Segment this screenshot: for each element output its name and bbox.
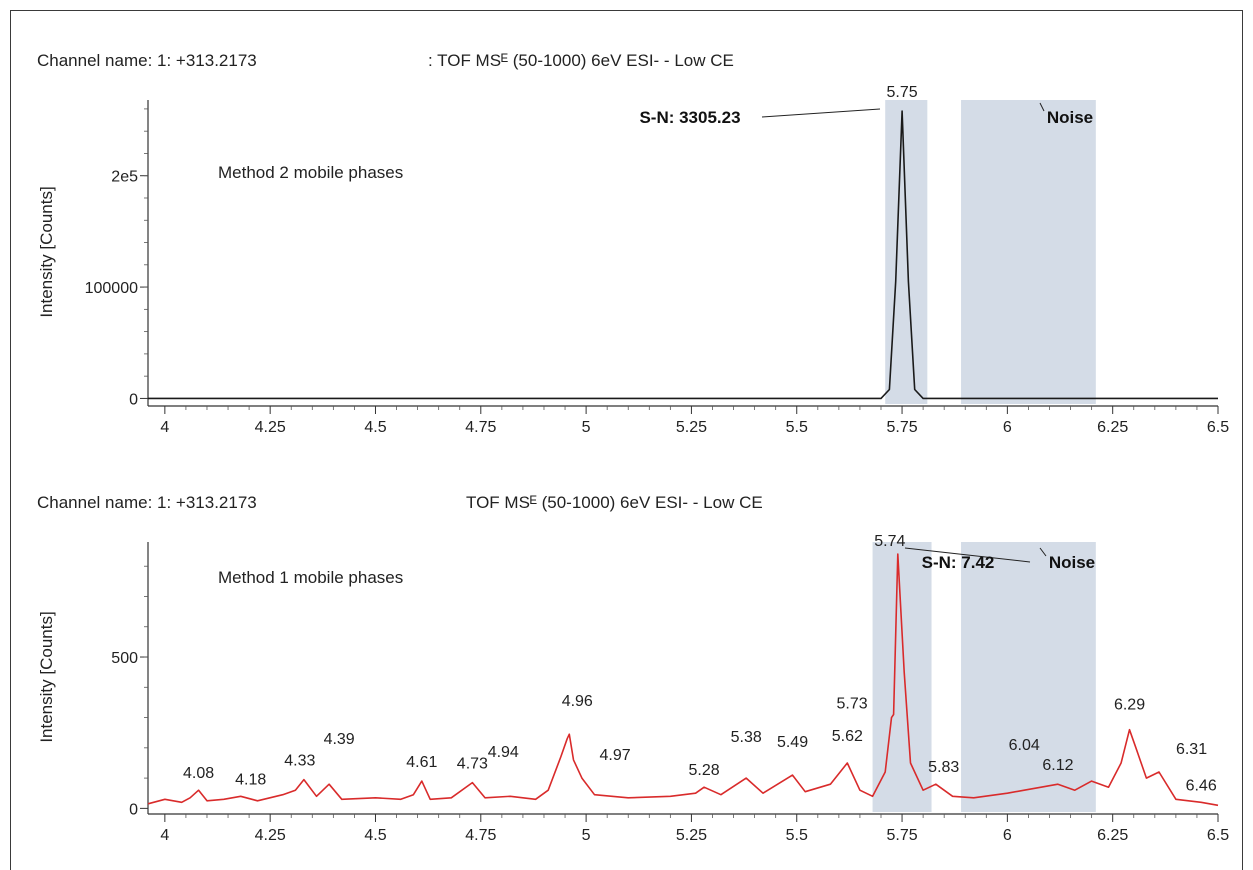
panel-2-x-tick-label-7: 5.75 xyxy=(886,827,917,844)
panel-1-peak-label-5-75: 5.75 xyxy=(886,84,917,101)
panel-1-x-tick-label-0: 4 xyxy=(160,419,169,436)
panel-2-peak-label-5-28: 5.28 xyxy=(688,762,719,779)
panel-2-x-tick-label-5: 5.25 xyxy=(676,827,707,844)
panel-1-function-label: : TOF MSᴱ (50-1000) 6eV ESI- - Low CE xyxy=(428,51,734,70)
chromatogram-window xyxy=(10,10,1243,870)
panel-2-shaded-region-2 xyxy=(961,542,1096,812)
panel-1-shaded-region-2 xyxy=(961,100,1096,404)
panel-2-peak-label-4-18: 4.18 xyxy=(235,771,266,788)
panel-1-signal-to-noise-label: S-N: 3305.23 xyxy=(639,108,740,127)
panel-2-channel-label: Channel name: 1: +313.2173 xyxy=(37,493,257,512)
panel-1-method-annotation: Method 2 mobile phases xyxy=(218,163,403,182)
panel-2-function-label: TOF MSᴱ (50-1000) 6eV ESI- - Low CE xyxy=(466,493,763,512)
panel-1-x-tick-label-7: 5.75 xyxy=(886,419,917,436)
panel-2-noise-label: Noise xyxy=(1049,553,1095,572)
panel-2-peak-label-5-49: 5.49 xyxy=(777,734,808,751)
panel-1-y-tick-label-1: 100000 xyxy=(85,280,138,297)
panel-1-noise-label: Noise xyxy=(1047,108,1093,127)
panel-2-shaded-region-1 xyxy=(872,542,932,812)
panel-2-sn-leader xyxy=(904,547,1031,563)
panel-2-peak-label-4-73: 4.73 xyxy=(457,756,488,773)
panel-2-x-tick-label-1: 4.25 xyxy=(255,827,286,844)
panel-2-peak-label-6-31: 6.31 xyxy=(1176,741,1207,758)
panel-1-y-axis-label: Intensity [Counts] xyxy=(37,186,56,317)
panel-2-x-tick-label-9: 6.25 xyxy=(1097,827,1128,844)
panel-2-x-tick-label-4: 5 xyxy=(582,827,591,844)
panel-1-noise-leader xyxy=(1039,102,1045,112)
panel-2-peak-label-4-94: 4.94 xyxy=(488,744,519,761)
panel-2-peak-label-4-33: 4.33 xyxy=(284,753,315,770)
panel-2-peak-label-4-39: 4.39 xyxy=(324,731,355,748)
panel-2-y-tick-label-1: 500 xyxy=(111,650,138,667)
panel-2-x-tick-label-3: 4.75 xyxy=(465,827,496,844)
panel-2-peak-label-6-12: 6.12 xyxy=(1042,757,1073,774)
panel-2-peak-label-5-74: 5.74 xyxy=(874,533,905,550)
panel-1-x-tick-label-1: 4.25 xyxy=(255,419,286,436)
panel-2-method-annotation: Method 1 mobile phases xyxy=(218,568,403,587)
panel-2-x-tick-label-10: 6.5 xyxy=(1207,827,1229,844)
panel-1-y-tick-label-0: 0 xyxy=(129,391,138,408)
panel-2-x-tick-label-0: 4 xyxy=(160,827,169,844)
panel-1-series-line xyxy=(148,110,1218,400)
panel-2-signal-to-noise-label: S-N: 7.42 xyxy=(922,553,995,572)
panel-1-sn-leader xyxy=(761,108,881,118)
panel-1-x-tick-label-3: 4.75 xyxy=(465,419,496,436)
panel-2-x-tick-label-2: 4.5 xyxy=(364,827,386,844)
panel-2-peak-label-6-04: 6.04 xyxy=(1009,737,1040,754)
panel-1-x-tick-label-4: 5 xyxy=(582,419,591,436)
panel-2-peak-label-6-46: 6.46 xyxy=(1186,777,1217,794)
panel-1-x-tick-label-10: 6.5 xyxy=(1207,419,1229,436)
panel-1-x-tick-label-2: 4.5 xyxy=(364,419,386,436)
panel-1-x-tick-label-9: 6.25 xyxy=(1097,419,1128,436)
panel-2-x-tick-label-6: 5.5 xyxy=(786,827,808,844)
panel-2-peak-label-5-73: 5.73 xyxy=(836,696,867,713)
panel-2-x-tick-label-8: 6 xyxy=(1003,827,1012,844)
panel-2-peak-label-4-08: 4.08 xyxy=(183,765,214,782)
panel-2-peak-label-6-29: 6.29 xyxy=(1114,697,1145,714)
panel-1-x-tick-label-5: 5.25 xyxy=(676,419,707,436)
panel-2-peak-label-5-38: 5.38 xyxy=(731,729,762,746)
panel-2-y-tick-label-0: 0 xyxy=(129,801,138,818)
panel-1-x-tick-label-8: 6 xyxy=(1003,419,1012,436)
panel-2-peak-label-4-96: 4.96 xyxy=(562,693,593,710)
panel-2-y-axis-label: Intensity [Counts] xyxy=(37,611,56,742)
panel-2-peak-label-4-61: 4.61 xyxy=(406,754,437,771)
panel-2-series-line xyxy=(147,553,1219,807)
panel-2-peak-label-5-83: 5.83 xyxy=(928,759,959,776)
panel-1-y-tick-label-2: 2e5 xyxy=(111,169,138,186)
panel-2-noise-leader xyxy=(1039,547,1047,557)
panel-1-x-tick-label-6: 5.5 xyxy=(786,419,808,436)
panel-2-peak-label-5-62: 5.62 xyxy=(832,728,863,745)
panel-1-channel-label: Channel name: 1: +313.2173 xyxy=(37,51,257,70)
panel-2-peak-label-4-97: 4.97 xyxy=(599,747,630,764)
